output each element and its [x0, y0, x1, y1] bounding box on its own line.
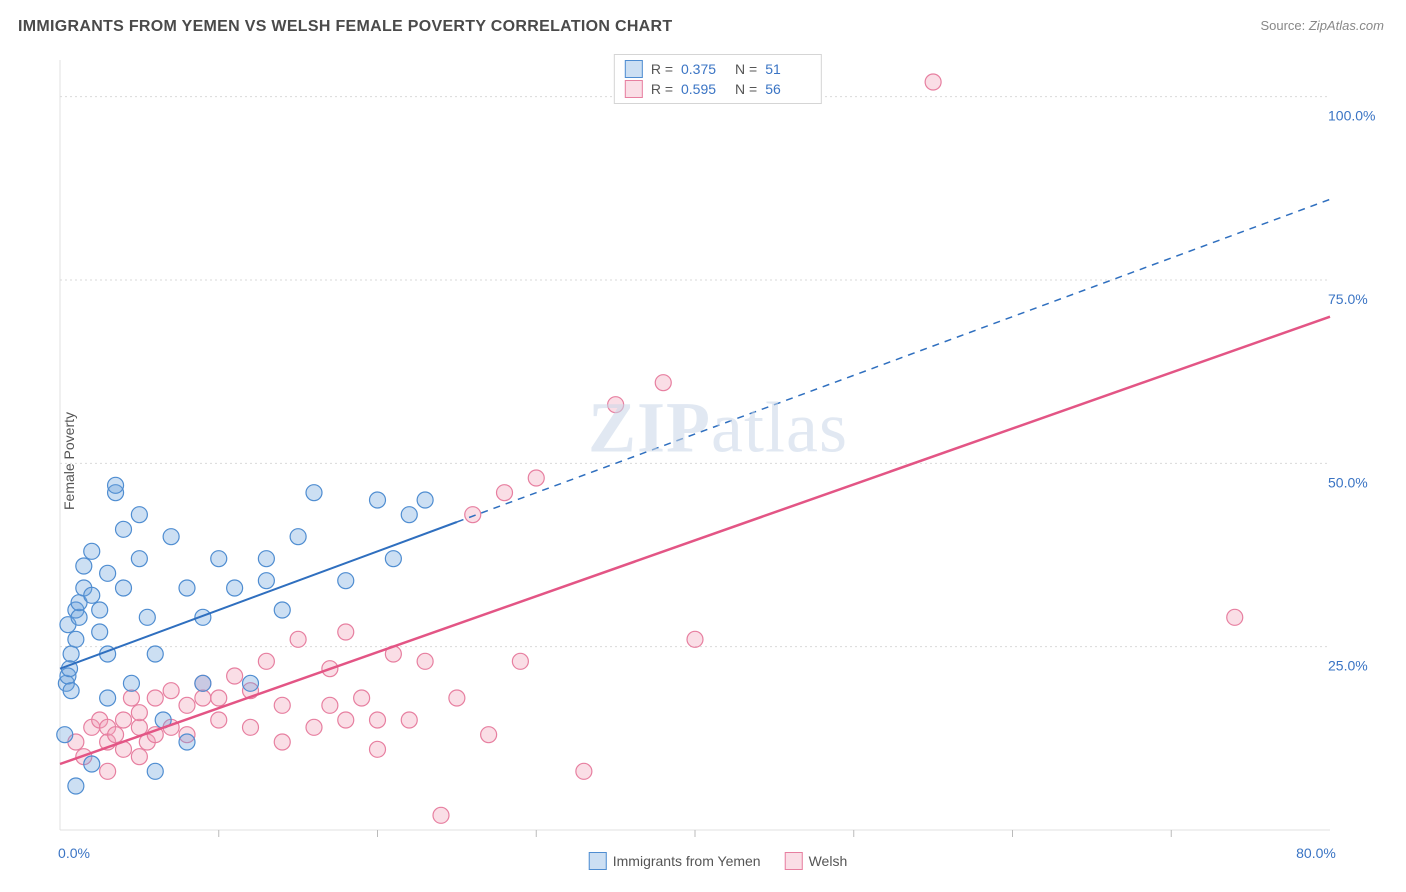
stats-row-b: R = 0.595 N = 56 [625, 79, 811, 99]
svg-text:0.0%: 0.0% [58, 845, 90, 861]
stats-legend: R = 0.375 N = 51 R = 0.595 N = 56 [614, 54, 822, 104]
series-a-name: Immigrants from Yemen [613, 853, 761, 869]
series-legend: Immigrants from Yemen Welsh [589, 852, 848, 870]
r-label: R = [651, 81, 673, 97]
swatch-b-icon [625, 80, 643, 98]
r-label: R = [651, 61, 673, 77]
n-value-a: 51 [765, 61, 811, 77]
legend-item-a: Immigrants from Yemen [589, 852, 761, 870]
chart-title: IMMIGRANTS FROM YEMEN VS WELSH FEMALE PO… [18, 18, 672, 36]
n-label: N = [735, 81, 757, 97]
r-value-b: 0.595 [681, 81, 727, 97]
svg-text:100.0%: 100.0% [1328, 108, 1375, 124]
r-value-a: 0.375 [681, 61, 727, 77]
source-value: ZipAtlas.com [1309, 18, 1384, 33]
svg-text:75.0%: 75.0% [1328, 291, 1368, 307]
stats-row-a: R = 0.375 N = 51 [625, 59, 811, 79]
svg-text:80.0%: 80.0% [1296, 845, 1336, 861]
y-axis-label: Female Poverty [61, 412, 77, 510]
scatter-plot-svg: 25.0% 50.0% 75.0% 100.0% 0.0% 80.0% [50, 50, 1386, 872]
n-value-b: 56 [765, 81, 811, 97]
svg-text:50.0%: 50.0% [1328, 474, 1368, 490]
source-credit: Source: ZipAtlas.com [1260, 18, 1384, 33]
series-b-name: Welsh [809, 853, 848, 869]
legend-item-b: Welsh [785, 852, 848, 870]
n-label: N = [735, 61, 757, 77]
swatch-a-icon [625, 60, 643, 78]
chart-area: Female Poverty 25.0% 50.0% 75.0% 100.0% 0.0%… [50, 50, 1386, 872]
svg-text:25.0%: 25.0% [1328, 658, 1368, 674]
source-label: Source: [1260, 18, 1308, 33]
swatch-a-icon [589, 852, 607, 870]
swatch-b-icon [785, 852, 803, 870]
